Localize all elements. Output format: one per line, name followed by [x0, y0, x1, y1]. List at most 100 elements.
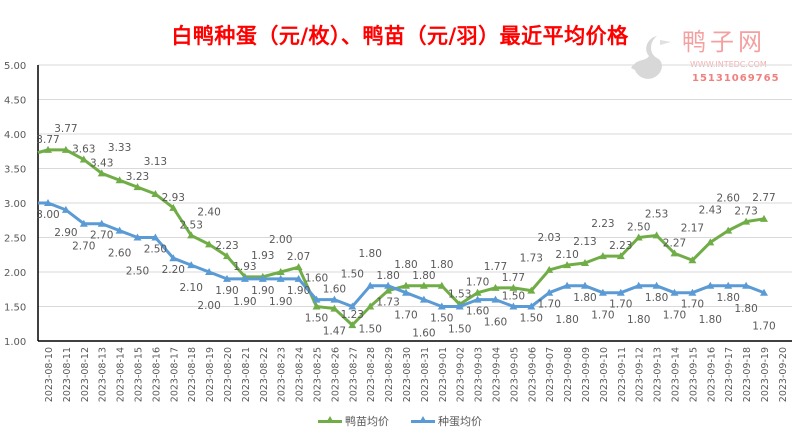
data-point-marker — [402, 288, 410, 296]
data-point-marker — [79, 219, 88, 227]
data-point-marker — [223, 252, 231, 260]
x-tick-label: 2023-09-02 — [456, 347, 467, 402]
data-point-marker — [348, 302, 357, 310]
data-label: 1.50 — [359, 324, 382, 336]
data-point-marker — [563, 281, 572, 289]
data-point-marker — [187, 261, 196, 269]
x-tick-label: 2023-09-03 — [474, 347, 485, 402]
data-point-marker — [61, 205, 70, 213]
data-point-marker — [455, 302, 464, 310]
duck-logo-icon — [631, 36, 671, 79]
data-point-marker — [706, 238, 715, 246]
y-tick-label: 2.50 — [4, 234, 26, 245]
data-point-marker — [581, 281, 589, 289]
x-tick-label: 2023-08-18 — [187, 347, 198, 402]
data-label: 2.03 — [538, 232, 561, 244]
data-point-marker — [706, 281, 715, 289]
data-point-marker — [169, 254, 178, 262]
x-tick-label: 2023-09-06 — [527, 347, 538, 402]
data-label: 1.90 — [215, 285, 238, 297]
x-tick-label: 2023-08-20 — [223, 347, 234, 402]
data-point-marker — [760, 288, 768, 296]
x-tick-label: 2023-08-28 — [366, 347, 377, 402]
data-label: 2.53 — [645, 208, 668, 220]
data-label: 1.70 — [663, 310, 686, 322]
x-tick-label: 2023-08-27 — [348, 347, 359, 402]
data-point-marker — [366, 302, 375, 310]
data-point-marker — [670, 249, 679, 257]
data-label: 1.80 — [412, 270, 435, 282]
legend-marker-green — [318, 415, 342, 423]
data-point-marker — [366, 281, 375, 289]
data-label: 1.80 — [430, 259, 453, 271]
data-point-marker — [616, 288, 625, 296]
data-label: 1.80 — [627, 314, 650, 326]
data-label: 1.77 — [484, 261, 507, 273]
data-label: 1.70 — [591, 310, 614, 322]
data-point-marker — [473, 288, 482, 296]
watermark-name: 鸭子网 — [682, 28, 766, 56]
x-tick-label: 2023-08-12 — [80, 347, 91, 402]
x-tick-label: 2023-08-25 — [313, 347, 324, 402]
data-point-marker — [330, 304, 339, 312]
data-point-marker — [312, 302, 321, 310]
x-tick-label: 2023-08-10 — [44, 347, 55, 402]
chart-title: 白鸭种蛋（元/枚）、鸭苗（元/羽）最近平均价格 — [171, 24, 629, 48]
y-tick-label: 2.00 — [4, 268, 26, 279]
x-tick-label: 2023-08-24 — [295, 347, 306, 402]
data-point-marker — [187, 231, 196, 239]
data-point-marker — [581, 259, 589, 267]
series-line-egg — [38, 201, 765, 308]
data-label: 2.27 — [663, 237, 686, 249]
data-point-marker — [742, 281, 751, 289]
data-label: 1.80 — [734, 303, 757, 315]
data-point-marker — [44, 145, 52, 153]
data-label: 1.70 — [609, 299, 632, 311]
data-point-marker — [652, 231, 661, 239]
y-tick-label: 3.50 — [4, 165, 26, 176]
y-tick-label: 1.50 — [4, 303, 26, 314]
y-tick-label: 5.00 — [4, 61, 26, 72]
data-label: 1.50 — [520, 313, 543, 325]
data-label: 2.07 — [287, 251, 310, 263]
data-point-marker — [491, 283, 500, 291]
data-point-marker — [545, 288, 554, 296]
data-point-marker — [276, 268, 285, 275]
data-label: 1.70 — [752, 321, 775, 333]
data-label: 1.73 — [376, 297, 399, 309]
x-tick-label: 2023-09-12 — [635, 347, 646, 402]
x-tick-label: 2023-09-05 — [509, 347, 520, 402]
data-point-marker — [115, 226, 124, 234]
x-tick-label: 2023-08-29 — [384, 347, 395, 402]
x-tick-label: 2023-09-14 — [671, 347, 682, 402]
data-label: 2.53 — [180, 219, 203, 231]
data-label: 1.50 — [502, 291, 525, 303]
data-label: 3.23 — [126, 171, 149, 183]
data-label: 1.80 — [555, 314, 578, 326]
data-label: 1.70 — [681, 299, 704, 311]
data-label: 3.00 — [36, 209, 59, 221]
data-point-marker — [312, 295, 321, 303]
y-tick-label: 1.00 — [4, 337, 26, 348]
data-point-marker — [151, 190, 160, 198]
data-point-marker — [545, 265, 554, 273]
x-tick-label: 2023-09-11 — [617, 347, 628, 402]
data-label: 2.00 — [269, 234, 292, 246]
data-point-marker — [169, 203, 178, 211]
data-point-marker — [437, 281, 446, 289]
data-label: 1.80 — [699, 314, 722, 326]
x-tick-label: 2023-09-01 — [438, 347, 449, 402]
data-label: 3.13 — [144, 156, 167, 168]
data-label: 1.60 — [412, 328, 435, 340]
data-label: 1.50 — [430, 313, 453, 325]
data-point-marker — [205, 240, 214, 248]
data-label: 1.90 — [287, 285, 310, 297]
data-point-marker — [151, 233, 160, 241]
x-tick-label: 2023-09-08 — [563, 347, 574, 402]
y-tick-label: 3.00 — [4, 199, 26, 210]
data-label: 1.23 — [341, 309, 364, 321]
data-label: 2.60 — [717, 193, 740, 205]
data-label: 1.80 — [394, 259, 417, 271]
data-label: 1.80 — [717, 292, 740, 304]
data-point-marker — [527, 286, 536, 294]
